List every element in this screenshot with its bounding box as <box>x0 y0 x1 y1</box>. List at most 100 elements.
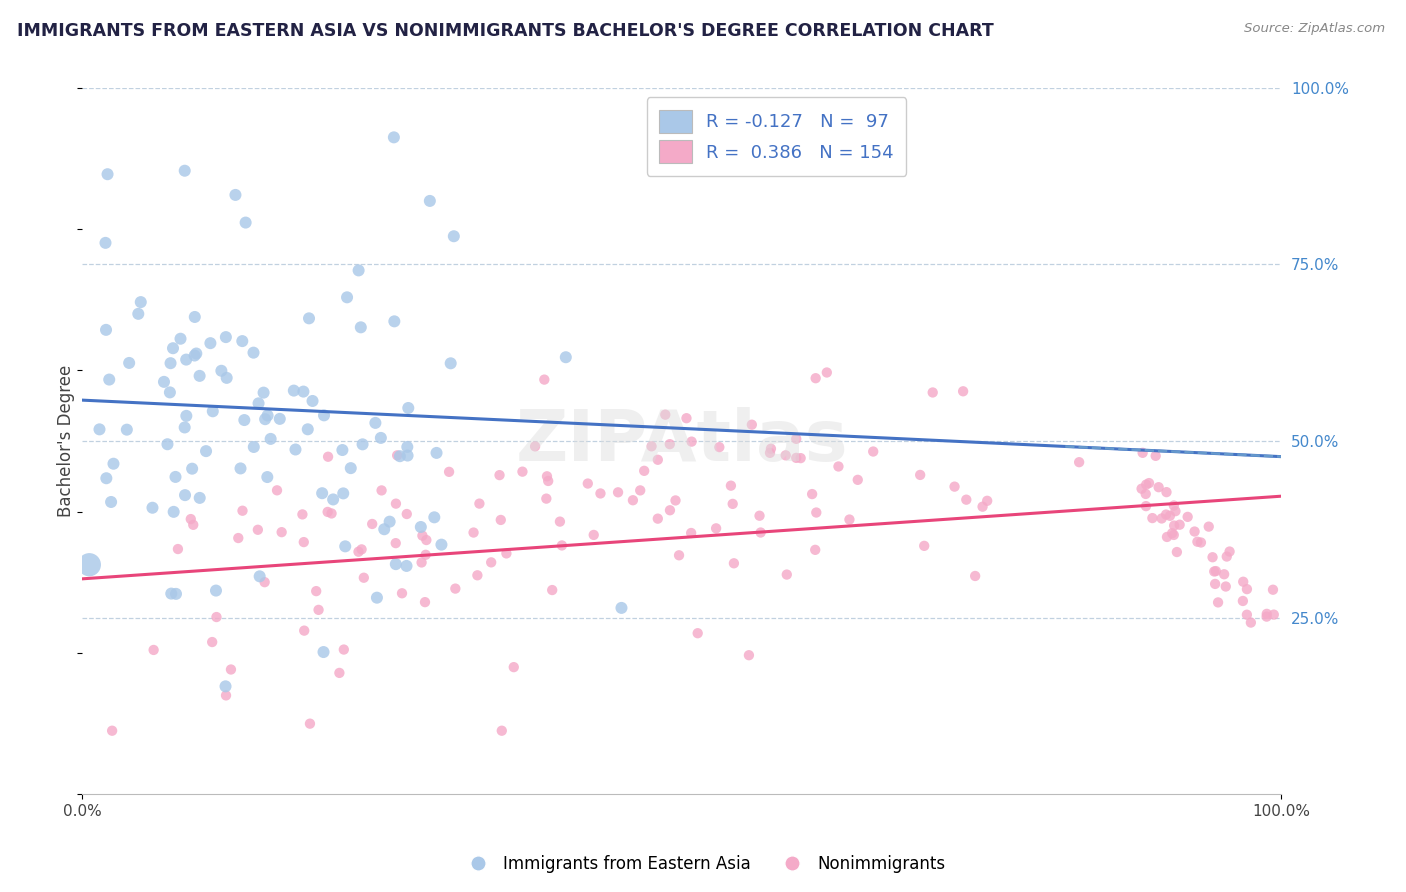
Point <box>1147 480 1170 494</box>
Point <box>419 194 441 208</box>
Point <box>292 384 315 399</box>
Point <box>976 493 998 508</box>
Point <box>1135 499 1157 513</box>
Point <box>589 486 612 500</box>
Point <box>1201 550 1223 565</box>
Point <box>205 583 228 598</box>
Point <box>156 437 179 451</box>
Point <box>785 450 807 465</box>
Point <box>180 512 202 526</box>
Point <box>551 538 574 552</box>
Point <box>541 582 564 597</box>
Point <box>749 525 772 540</box>
Point <box>229 461 252 475</box>
Point <box>350 320 373 334</box>
Point <box>582 528 605 542</box>
Point <box>437 465 460 479</box>
Point <box>301 394 323 409</box>
Point <box>775 448 797 462</box>
Point <box>312 409 335 423</box>
Point <box>396 449 419 463</box>
Point <box>440 356 463 370</box>
Point <box>512 465 534 479</box>
Point <box>1205 564 1227 578</box>
Point <box>115 423 138 437</box>
Point <box>94 235 117 250</box>
Point <box>316 450 339 464</box>
Point <box>1161 526 1184 541</box>
Point <box>366 591 388 605</box>
Point <box>709 440 731 454</box>
Point <box>292 535 315 549</box>
Point <box>1204 565 1226 579</box>
Point <box>361 516 384 531</box>
Point <box>463 525 485 540</box>
Point <box>409 520 432 534</box>
Point <box>647 452 669 467</box>
Point <box>174 488 197 502</box>
Point <box>965 569 987 583</box>
Point <box>256 409 278 423</box>
Point <box>862 444 884 458</box>
Point <box>347 263 370 277</box>
Point <box>96 167 118 181</box>
Point <box>479 555 502 569</box>
Point <box>253 575 276 590</box>
Point <box>443 229 465 244</box>
Point <box>1166 545 1188 559</box>
Point <box>1256 607 1278 621</box>
Point <box>269 412 291 426</box>
Text: Source: ZipAtlas.com: Source: ZipAtlas.com <box>1244 22 1385 36</box>
Point <box>165 587 187 601</box>
Point <box>256 470 278 484</box>
Point <box>322 492 344 507</box>
Point <box>1144 449 1167 463</box>
Point <box>165 470 187 484</box>
Point <box>215 689 238 703</box>
Point <box>370 483 392 498</box>
Point <box>181 461 204 475</box>
Point <box>1204 577 1226 591</box>
Point <box>502 660 524 674</box>
Point <box>1206 595 1229 609</box>
Point <box>370 431 392 445</box>
Point <box>628 483 651 498</box>
Point <box>1163 499 1185 513</box>
Point <box>142 643 165 657</box>
Point <box>1189 535 1212 549</box>
Point <box>801 487 824 501</box>
Point <box>174 352 197 367</box>
Point <box>1135 487 1157 501</box>
Point <box>668 549 690 563</box>
Point <box>1236 607 1258 622</box>
Point <box>1163 528 1185 542</box>
Point <box>98 373 121 387</box>
Point <box>283 384 305 398</box>
Point <box>384 536 406 550</box>
Point <box>89 422 111 436</box>
Point <box>173 420 195 434</box>
Point <box>353 571 375 585</box>
Point <box>385 497 408 511</box>
Point <box>169 332 191 346</box>
Point <box>423 510 446 524</box>
Point <box>188 368 211 383</box>
Point <box>489 513 512 527</box>
Point <box>298 716 321 731</box>
Point <box>195 444 218 458</box>
Point <box>270 525 292 540</box>
Point <box>395 558 418 573</box>
Point <box>396 440 419 454</box>
Point <box>328 665 350 680</box>
Point <box>908 467 931 482</box>
Point <box>827 459 849 474</box>
Point <box>231 334 253 348</box>
Point <box>1154 508 1177 522</box>
Point <box>610 601 633 615</box>
Point <box>312 645 335 659</box>
Point <box>943 480 966 494</box>
Point <box>226 531 249 545</box>
Point <box>163 505 186 519</box>
Point <box>200 336 222 351</box>
Point <box>1164 504 1187 518</box>
